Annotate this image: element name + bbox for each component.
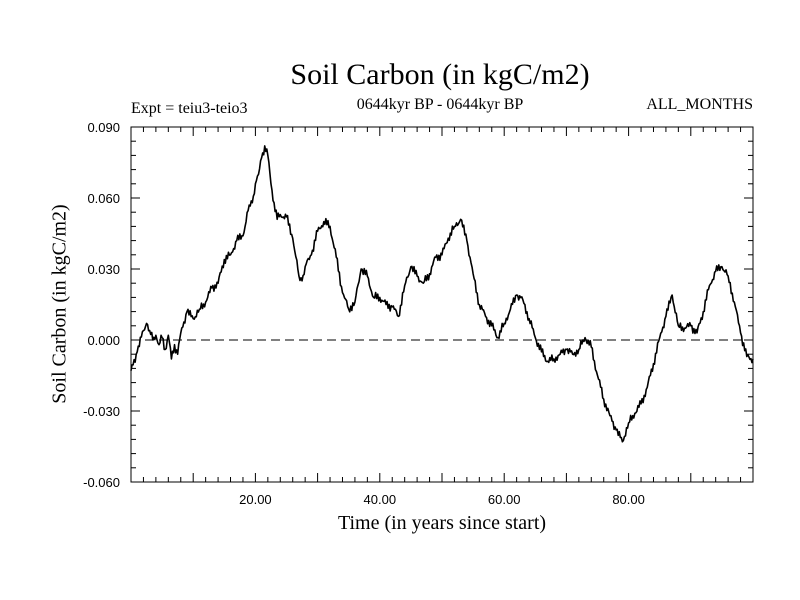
x-tick-label: 20.00 — [239, 492, 272, 507]
x-axis-label: Time (in years since start) — [337, 512, 547, 534]
months-label: ALL_MONTHS — [646, 96, 753, 113]
y-tick-label: -0.060 — [83, 475, 120, 490]
plot-frame — [130, 126, 754, 483]
y-tick-label: 0.060 — [87, 191, 120, 206]
x-tick-label: 80.00 — [612, 492, 645, 507]
y-tick-label: 0.090 — [87, 120, 120, 135]
experiment-label: Expt = teiu3-teio3 — [131, 100, 248, 117]
tick-labels: 20.00 40.00 60.00 80.00 -0.060 -0.030 0.000 0.0… — [83, 120, 645, 507]
period-label: 0644kyr BP - 0644kyr BP — [356, 96, 524, 113]
series-line-soil-carbon — [130, 145, 754, 443]
tick-marks — [130, 126, 754, 483]
x-tick-label: 60.00 — [488, 492, 521, 507]
y-tick-label: 0.000 — [87, 333, 120, 348]
chart-title: Soil Carbon (in kgC/m2) — [290, 58, 590, 91]
x-tick-label: 40.00 — [364, 492, 397, 507]
y-tick-label: -0.030 — [83, 404, 120, 419]
y-tick-label: 0.030 — [87, 262, 120, 277]
